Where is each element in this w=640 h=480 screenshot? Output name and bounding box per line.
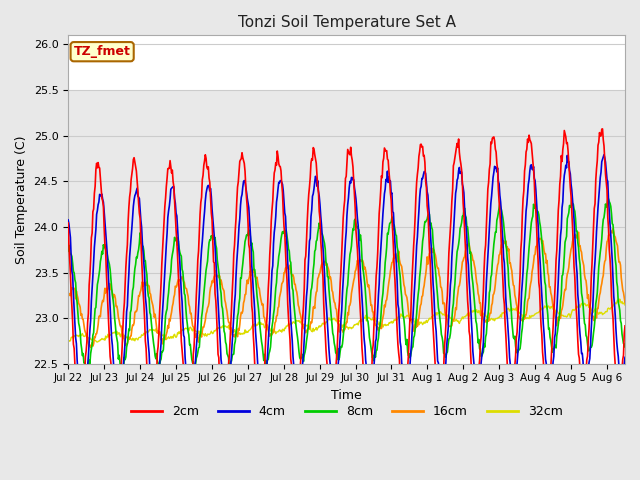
Title: Tonzi Soil Temperature Set A: Tonzi Soil Temperature Set A: [237, 15, 456, 30]
X-axis label: Time: Time: [332, 389, 362, 402]
Bar: [68, 90, 625, 318]
Text: TZ_fmet: TZ_fmet: [74, 45, 131, 58]
Y-axis label: Soil Temperature (C): Soil Temperature (C): [15, 135, 28, 264]
Legend: 2cm, 4cm, 8cm, 16cm, 32cm: 2cm, 4cm, 8cm, 16cm, 32cm: [125, 400, 568, 423]
